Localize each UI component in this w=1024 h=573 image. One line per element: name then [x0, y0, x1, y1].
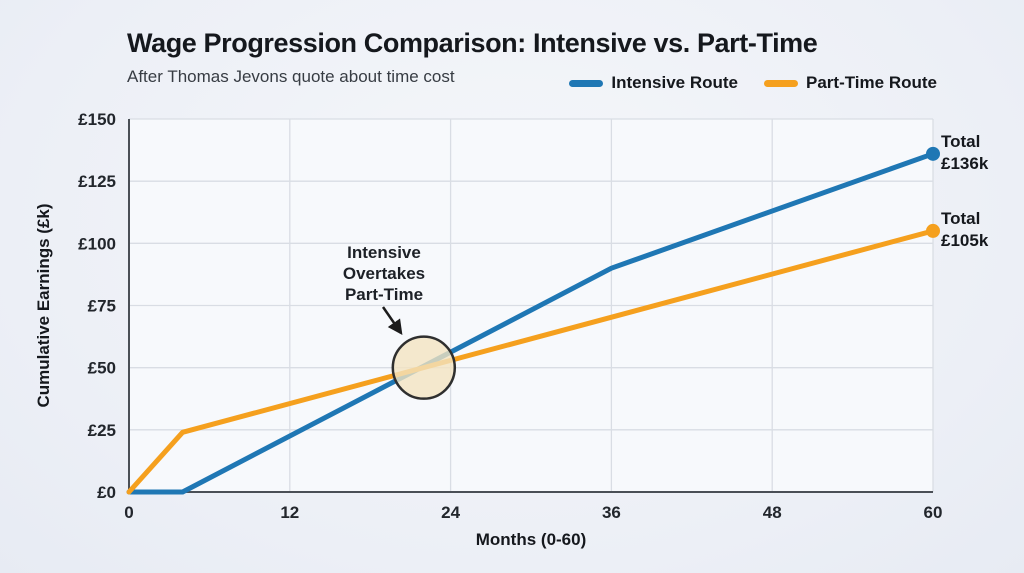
chart-title: Wage Progression Comparison: Intensive v… [127, 28, 818, 58]
annotation-arrow-icon [381, 306, 403, 336]
intensive-route-end-dot [926, 146, 940, 161]
x-axis-title: Months (0-60) [476, 530, 587, 549]
part-time-route-swatch-icon [764, 79, 798, 87]
y-tick-label: £150 [78, 110, 116, 129]
y-axis-title: Cumulative Earnings (£k) [34, 203, 53, 407]
x-tick-label: 60 [924, 503, 943, 522]
x-tick-label: 48 [763, 503, 782, 522]
x-tick-label: 36 [602, 503, 621, 522]
annotation-line-2: Overtakes [342, 264, 426, 283]
chart-legend: Intensive Route Part-Time Route [569, 73, 937, 93]
intensive-total-label: Total £136k [941, 132, 989, 173]
part-time-total-label: Total £105k [941, 209, 989, 250]
y-tick-label: £100 [78, 234, 116, 253]
y-tick-label: £0 [97, 483, 116, 502]
x-tick-label: 0 [124, 503, 133, 522]
x-tick-label: 24 [441, 503, 460, 522]
intensive-route-swatch-icon [569, 79, 604, 87]
y-tick-label: £25 [88, 421, 116, 440]
legend-label-part-time-route: Part-Time Route [806, 73, 937, 92]
annotation-line-3: Part-Time [344, 285, 424, 304]
part-time-route-end-dot [926, 223, 940, 238]
chart-subtitle: After Thomas Jevons quote about time cos… [127, 67, 455, 86]
annotation-line-1: Intensive [347, 243, 421, 262]
y-tick-label: £75 [88, 297, 116, 316]
y-tick-label: £50 [88, 359, 116, 378]
legend-label-intensive-route: Intensive Route [611, 73, 738, 92]
part-time-route-line [126, 228, 936, 495]
legend-item-part-time-route: Part-Time Route [764, 73, 937, 93]
overtake-annotation: Intensive Overtakes Part-Time [294, 242, 474, 305]
x-tick-label: 12 [280, 503, 299, 522]
y-tick-label: £125 [78, 172, 116, 191]
overtake-highlight-circle [391, 335, 457, 400]
legend-item-intensive-route: Intensive Route [569, 73, 738, 93]
